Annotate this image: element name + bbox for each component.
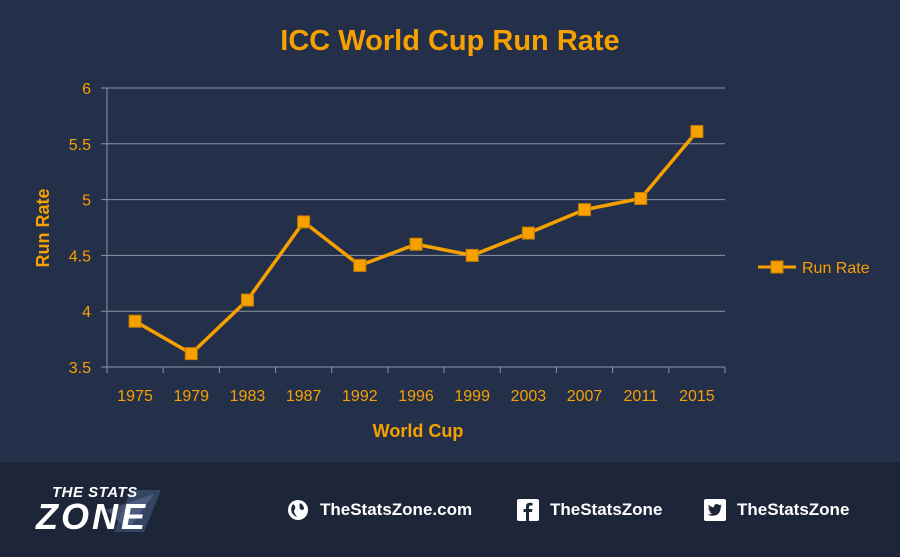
- y-tick-label: 5: [82, 193, 91, 210]
- facebook-icon: [516, 498, 540, 522]
- twitter-icon: [703, 498, 727, 522]
- x-tick-label: 1979: [173, 388, 209, 405]
- data-point: [578, 203, 592, 217]
- logo-swoosh-icon: [106, 490, 161, 532]
- stats-zone-logo: THE STATS ZONE: [36, 480, 196, 540]
- facebook-link[interactable]: TheStatsZone: [516, 496, 662, 524]
- grid-lines: [107, 87, 725, 312]
- twitter-link[interactable]: TheStatsZone: [703, 496, 849, 524]
- twitter-text: TheStatsZone: [737, 500, 850, 519]
- legend: Run Rate: [758, 260, 870, 277]
- y-tick-label: 5.5: [69, 137, 91, 154]
- line-chart: ICC World Cup Run Rate Run Rate World Cu…: [33, 25, 870, 441]
- logo-text-bottom: ZONE: [36, 496, 149, 537]
- y-tick-label: 4: [82, 304, 91, 321]
- y-tick-label: 3.5: [69, 360, 91, 377]
- footer-bar: THE STATS ZONE TheStatsZone.com TheStats…: [0, 462, 900, 557]
- x-tick-label: 1983: [230, 388, 266, 405]
- chart-title: ICC World Cup Run Rate: [280, 25, 619, 57]
- x-tick-label: 1987: [286, 388, 322, 405]
- x-tick-label: 2003: [511, 388, 547, 405]
- x-tick-label: 1975: [117, 388, 153, 405]
- globe-icon: [286, 498, 310, 522]
- y-tick-label: 4.5: [69, 248, 91, 265]
- x-axis-label: World Cup: [373, 421, 464, 441]
- website-link[interactable]: TheStatsZone.com: [286, 496, 472, 524]
- legend-marker-swatch: [770, 260, 784, 274]
- data-point: [353, 258, 367, 272]
- data-point: [634, 191, 648, 205]
- data-point: [690, 125, 704, 139]
- logo-text-top: THE STATS: [52, 484, 138, 501]
- data-point: [521, 226, 535, 240]
- tick-labels: 3.5 4 4.5 5 5.5 6 1975 1979 1983 1987 1992 1996 1999…: [69, 81, 715, 405]
- x-tick-label: 1999: [454, 388, 490, 405]
- x-tick-label: 2015: [679, 388, 715, 405]
- data-point: [240, 293, 254, 307]
- data-point: [184, 347, 198, 361]
- website-text: TheStatsZone.com: [320, 500, 473, 519]
- data-point: [409, 237, 423, 251]
- series-layer: [128, 125, 704, 361]
- facebook-text: TheStatsZone: [550, 500, 663, 519]
- x-tick-label: 1992: [342, 388, 378, 405]
- axes: [101, 87, 726, 373]
- y-axis-label: Run Rate: [33, 188, 53, 267]
- data-point: [465, 248, 479, 262]
- data-point: [297, 215, 311, 229]
- x-tick-label: 2007: [567, 388, 603, 405]
- x-tick-label: 2011: [624, 388, 659, 405]
- legend-label: Run Rate: [802, 260, 870, 277]
- x-tick-label: 1996: [398, 388, 434, 405]
- data-point: [128, 314, 142, 328]
- y-tick-label: 6: [82, 81, 91, 98]
